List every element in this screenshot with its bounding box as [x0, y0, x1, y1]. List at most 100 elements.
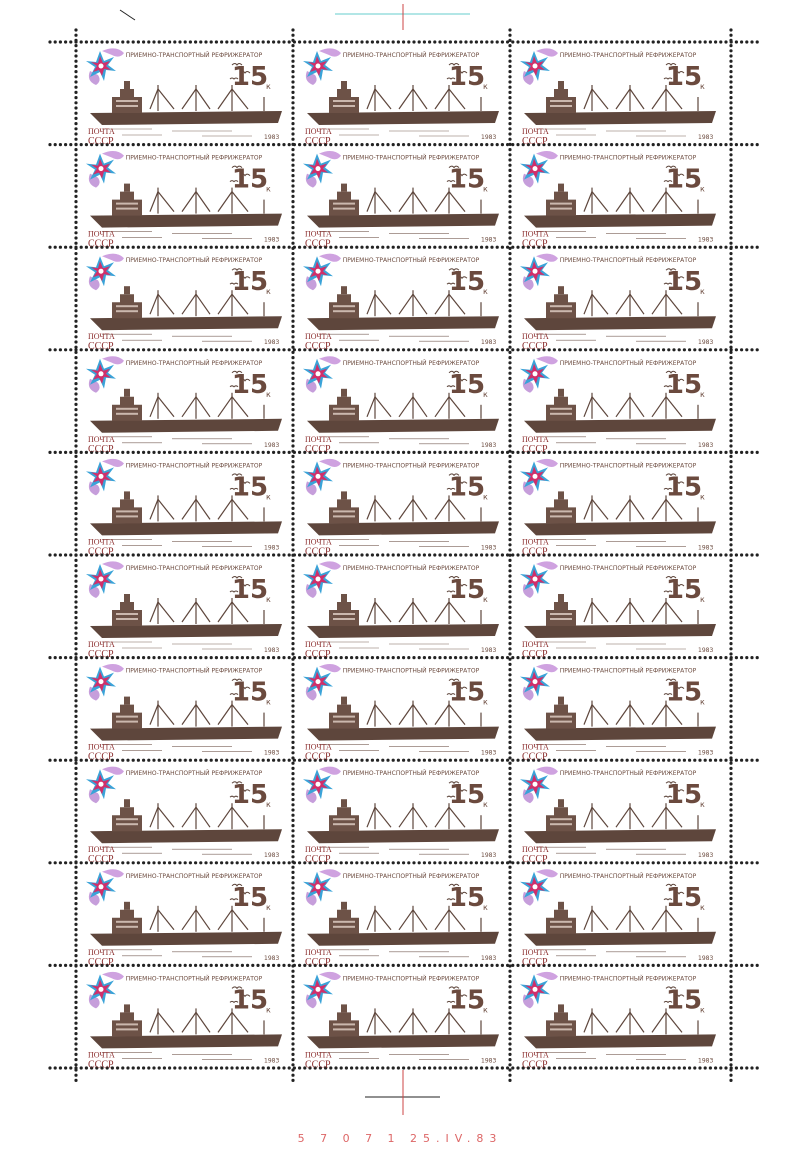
emblem	[86, 971, 124, 1009]
country-label: СССР	[88, 546, 114, 557]
stamp-title: ПРИЕМНО-ТРАНСПОРТНЫЙ РЕФРИЖЕРАТОР	[560, 873, 697, 880]
country-label: СССР	[305, 341, 331, 352]
country-label: СССР	[88, 444, 114, 455]
post-label: ПОЧТА	[88, 127, 115, 136]
currency: к	[700, 800, 705, 809]
currency: к	[700, 595, 705, 604]
year: 1983	[698, 647, 713, 654]
denomination: 15	[666, 370, 702, 400]
year: 1983	[698, 339, 713, 346]
stamp-title: ПРИЕМНО-ТРАНСПОРТНЫЙ РЕФРИЖЕРАТОР	[126, 975, 263, 982]
denomination: 15	[449, 165, 485, 195]
post-label: ПОЧТА	[522, 1050, 549, 1059]
denomination: 15	[666, 267, 702, 297]
stamp: ПРИЕМНО-ТРАНСПОРТНЫЙ РЕФРИЖЕРАТОР 15к ПОЧТ…	[520, 971, 717, 1070]
stamp: ПРИЕМНО-ТРАНСПОРТНЫЙ РЕФРИЖЕРАТОР 15к ПОЧТ…	[303, 458, 500, 557]
emblem	[303, 664, 341, 701]
year: 1983	[481, 237, 496, 244]
year: 1983	[698, 750, 713, 757]
post-label: ПОЧТА	[522, 743, 549, 752]
post-label: ПОЧТА	[522, 435, 549, 444]
emblem	[520, 356, 558, 393]
denomination: 15	[232, 165, 268, 195]
country-label: СССР	[88, 752, 114, 763]
country-label: СССР	[522, 649, 548, 660]
country-label: СССР	[522, 444, 548, 455]
denomination: 15	[232, 62, 268, 92]
emblem	[86, 151, 124, 188]
currency: к	[266, 903, 271, 912]
stamp: ПРИЕМНО-ТРАНСПОРТНЫЙ РЕФРИЖЕРАТОР 15к ПОЧТ…	[303, 869, 500, 968]
denomination: 15	[666, 780, 702, 810]
year: 1983	[481, 852, 496, 859]
denomination: 15	[666, 62, 702, 92]
emblem	[86, 458, 124, 496]
country-label: СССР	[305, 649, 331, 660]
emblem	[86, 356, 124, 393]
denomination: 15	[449, 985, 485, 1015]
year: 1983	[264, 750, 279, 757]
post-label: ПОЧТА	[522, 640, 549, 649]
stamp-title: ПРИЕМНО-ТРАНСПОРТНЫЙ РЕФРИЖЕРАТОР	[560, 257, 697, 264]
emblem	[520, 561, 558, 598]
stamp: ПРИЕМНО-ТРАНСПОРТНЫЙ РЕФРИЖЕРАТОР 15к ПОЧТ…	[303, 766, 500, 865]
post-label: ПОЧТА	[305, 1050, 332, 1059]
stamp-title: ПРИЕМНО-ТРАНСПОРТНЫЙ РЕФРИЖЕРАТОР	[126, 360, 263, 367]
emblem	[520, 151, 558, 188]
stamp-title: ПРИЕМНО-ТРАНСПОРТНЫЙ РЕФРИЖЕРАТОР	[343, 155, 480, 162]
stamp-title: ПРИЕМНО-ТРАНСПОРТНЫЙ РЕФРИЖЕРАТОР	[126, 462, 263, 469]
year: 1983	[481, 134, 496, 141]
stamp: ПРИЕМНО-ТРАНСПОРТНЫЙ РЕФРИЖЕРАТОР 15к ПОЧТ…	[86, 869, 283, 968]
country-label: СССР	[522, 752, 548, 763]
emblem	[303, 869, 341, 906]
denomination: 15	[449, 472, 485, 502]
emblem	[520, 48, 558, 85]
post-label: ПОЧТА	[88, 845, 115, 854]
post-label: ПОЧТА	[522, 845, 549, 854]
stamp-title: ПРИЕМНО-ТРАНСПОРТНЫЙ РЕФРИЖЕРАТОР	[126, 52, 263, 59]
stamp-title: ПРИЕМНО-ТРАНСПОРТНЫЙ РЕФРИЖЕРАТОР	[126, 873, 263, 880]
denomination: 15	[666, 165, 702, 195]
denomination: 15	[232, 267, 268, 297]
stamp: ПРИЕМНО-ТРАНСПОРТНЫЙ РЕФРИЖЕРАТОР 15к ПОЧТ…	[303, 664, 500, 763]
currency: к	[483, 800, 488, 809]
stamp: ПРИЕМНО-ТРАНСПОРТНЫЙ РЕФРИЖЕРАТОР 15к ПОЧТ…	[86, 356, 283, 455]
stamp: ПРИЕМНО-ТРАНСПОРТНЫЙ РЕФРИЖЕРАТОР 15к ПОЧТ…	[86, 458, 283, 557]
emblem	[520, 458, 558, 496]
year: 1983	[264, 955, 279, 962]
denomination: 15	[449, 678, 485, 708]
emblem	[520, 253, 558, 291]
post-label: ПОЧТА	[305, 537, 332, 546]
denomination: 15	[449, 62, 485, 92]
year: 1983	[698, 1057, 713, 1064]
country-label: СССР	[522, 136, 548, 147]
stamp: ПРИЕМНО-ТРАНСПОРТНЫЙ РЕФРИЖЕРАТОР 15к ПОЧТ…	[520, 664, 717, 763]
stamp: ПРИЕМНО-ТРАНСПОРТНЫЙ РЕФРИЖЕРАТОР 15к ПОЧТ…	[520, 766, 717, 865]
stamp-title: ПРИЕМНО-ТРАНСПОРТНЫЙ РЕФРИЖЕРАТОР	[560, 975, 697, 982]
year: 1983	[481, 442, 496, 449]
stamp: ПРИЕМНО-ТРАНСПОРТНЫЙ РЕФРИЖЕРАТОР 15к ПОЧТ…	[86, 253, 283, 352]
year: 1983	[264, 852, 279, 859]
country-label: СССР	[88, 957, 114, 968]
post-label: ПОЧТА	[305, 230, 332, 239]
currency: к	[483, 287, 488, 296]
stamp: ПРИЕМНО-ТРАНСПОРТНЫЙ РЕФРИЖЕРАТОР 15к ПОЧТ…	[303, 48, 500, 147]
post-label: ПОЧТА	[88, 948, 115, 957]
post-label: ПОЧТА	[305, 743, 332, 752]
country-label: СССР	[522, 1059, 548, 1070]
currency: к	[483, 1005, 488, 1014]
stamp: ПРИЕМНО-ТРАНСПОРТНЫЙ РЕФРИЖЕРАТОР 15к ПОЧТ…	[303, 561, 500, 660]
emblem	[520, 664, 558, 701]
stamp-title: ПРИЕМНО-ТРАНСПОРТНЫЙ РЕФРИЖЕРАТОР	[560, 462, 697, 469]
year: 1983	[264, 134, 279, 141]
emblem	[303, 458, 341, 496]
emblem	[86, 664, 124, 701]
country-label: СССР	[522, 239, 548, 250]
stamp: ПРИЕМНО-ТРАНСПОРТНЫЙ РЕФРИЖЕРАТОР 15к ПОЧТ…	[86, 151, 283, 250]
post-label: ПОЧТА	[522, 332, 549, 341]
year: 1983	[698, 955, 713, 962]
country-label: СССР	[88, 854, 114, 865]
currency: к	[266, 492, 271, 501]
currency: к	[266, 595, 271, 604]
